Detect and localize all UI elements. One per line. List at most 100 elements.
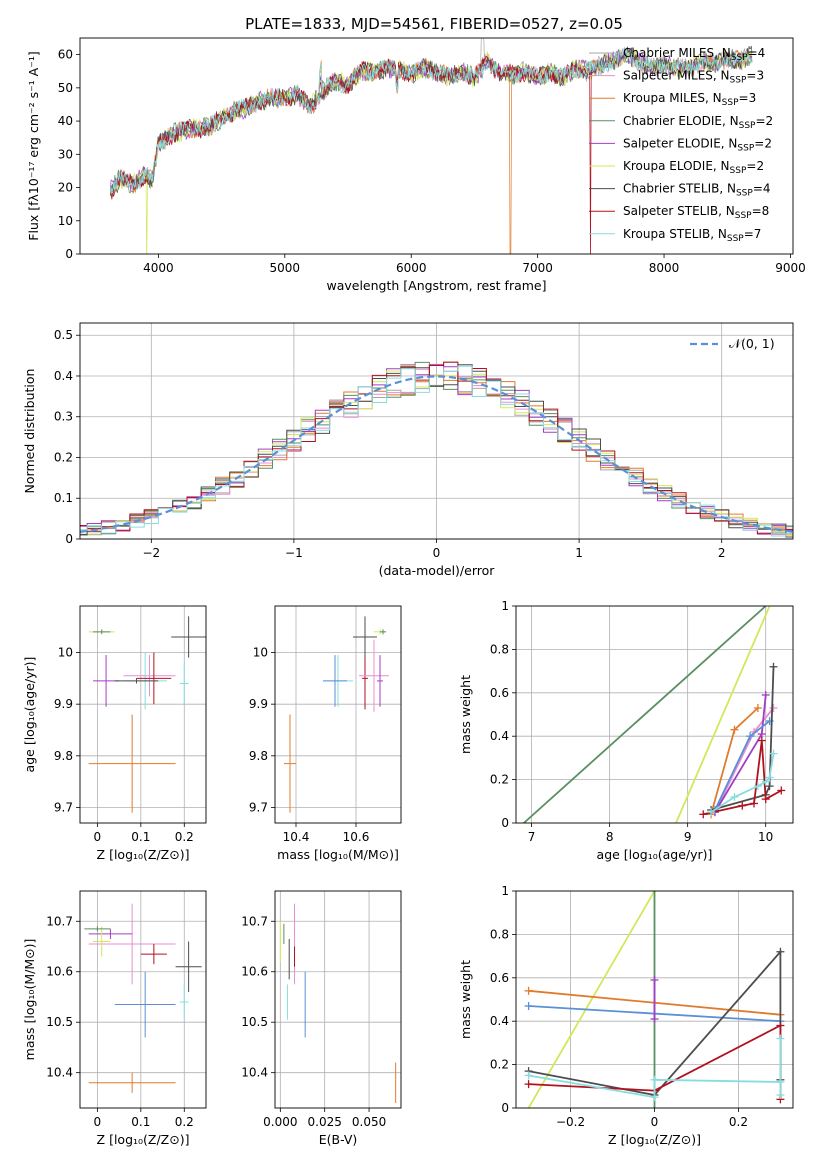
y-axis-label: Flux [fλ10⁻¹⁷ erg cm⁻² s⁻¹ A⁻¹] — [26, 51, 41, 240]
x-tick-label: 0.050 — [352, 1115, 386, 1129]
axes-frame — [79, 37, 794, 255]
x-tick-label: −0.2 — [556, 1115, 585, 1129]
x-tick-label: 1 — [575, 546, 583, 560]
legend-label-sub: SSP — [735, 211, 752, 221]
legend-label: Kroupa STELIB, NSSP=7 — [623, 227, 761, 244]
mass-weight-line — [527, 891, 656, 1108]
mass-weight-marker — [777, 786, 786, 795]
data-point — [88, 714, 176, 813]
x-tick-label: 0.2 — [175, 1115, 194, 1129]
data-point — [114, 971, 176, 1038]
x-tick-label: 9 — [684, 830, 692, 844]
y-tick-label: 0.3 — [54, 410, 73, 424]
legend-label-main: Kroupa MILES, N — [623, 91, 722, 105]
mass-weight-marker — [753, 782, 762, 791]
legend-label-tail: =2 — [746, 159, 764, 173]
x-tick-label: 10.6 — [343, 830, 370, 844]
plot-area — [88, 616, 206, 813]
y-axis-label: mass weight — [458, 960, 473, 1039]
data-point — [136, 652, 172, 705]
data-point — [380, 629, 386, 635]
y-axis-label: mass weight — [458, 675, 473, 754]
legend-label-main: Kroupa STELIB, N — [623, 227, 727, 241]
legend-label: Salpeter MILES, NSSP=3 — [623, 69, 764, 86]
plot-area — [279, 903, 397, 1103]
panel-residual-histogram: −2 −1 0 1 2 0 0.1 0.2 0.3 0.4 0.5 (data-model)/erro… — [22, 322, 794, 578]
axes-frame — [274, 605, 402, 824]
legend-label-tail: =2 — [755, 114, 773, 128]
x-tick-label: 5000 — [270, 261, 301, 275]
legend-label: Salpeter ELODIE, NSSP=2 — [623, 136, 772, 153]
mass-weight-marker — [769, 749, 778, 758]
y-tick-label: 50 — [58, 81, 73, 95]
data-point — [88, 903, 176, 985]
legend: 𝒩(0, 1) — [690, 336, 775, 351]
plot-area — [80, 361, 793, 538]
x-axis-label: (data-model)/error — [379, 563, 496, 578]
y-tick-label: 0.4 — [490, 1014, 509, 1028]
plot-area — [523, 606, 786, 823]
x-tick-label: −2 — [142, 546, 160, 560]
x-tick-label: 0.025 — [308, 1115, 342, 1129]
x-axis-label: Z [log₁₀(Z/Z⊙)] — [608, 1132, 701, 1147]
y-tick-label: 0.5 — [54, 328, 73, 342]
mass-weight-marker — [776, 1034, 785, 1043]
plot-area — [284, 616, 389, 813]
y-tick-label: 10.5 — [46, 1015, 73, 1029]
legend-label: Chabrier STELIB, NSSP=4 — [623, 182, 771, 199]
data-point — [114, 678, 159, 684]
x-tick-label: 0 — [433, 546, 441, 560]
data-point — [88, 928, 133, 939]
y-tick-label: 0 — [65, 247, 73, 261]
y-tick-label: 10.7 — [241, 914, 268, 928]
x-tick-label: 7 — [528, 830, 536, 844]
x-tick-label: 0 — [651, 1115, 659, 1129]
data-point — [359, 639, 389, 712]
x-tick-label: −1 — [285, 546, 303, 560]
mass-weight-marker — [769, 703, 778, 712]
y-tick-label: 10.6 — [46, 965, 73, 979]
legend-label-main: Chabrier ELODIE, N — [623, 114, 739, 128]
y-tick-label: 9.9 — [54, 697, 73, 711]
data-point — [93, 926, 111, 957]
figure-title: PLATE=1833, MJD=54561, FIBERID=0527, z=0… — [245, 15, 623, 33]
legend-label-main: Salpeter MILES, N — [623, 69, 730, 83]
legend-label-tail: =3 — [746, 69, 764, 83]
y-tick-label: 0 — [501, 1101, 509, 1115]
histogram-step-chabrier-stelib — [80, 364, 793, 538]
mass-weight-marker — [730, 792, 739, 801]
grid-lines — [275, 606, 401, 823]
mass-weight-line — [710, 753, 775, 813]
legend-label-tail: =2 — [754, 136, 772, 150]
axes-frame — [79, 605, 207, 824]
x-tick-label: 6000 — [396, 261, 427, 275]
x-axis-label: mass [log₁₀(M/M⊙)] — [277, 847, 399, 862]
legend-label-sub: SSP — [737, 143, 754, 153]
x-tick-label: 8000 — [649, 261, 680, 275]
y-tick-label: 9.7 — [249, 801, 268, 815]
x-tick-label: 0 — [94, 830, 102, 844]
y-tick-label: 10 — [58, 646, 73, 660]
mass-weight-marker — [765, 773, 774, 782]
panel-mass-vs-age: 10.4 10.6 9.7 9.8 9.9 10 mass [log₁₀(M/M⊙)] — [249, 605, 402, 862]
legend-label: 𝒩(0, 1) — [729, 336, 775, 351]
mass-weight-marker — [650, 1015, 659, 1024]
x-tick-label: 0 — [94, 1115, 102, 1129]
x-tick-label: 0.2 — [175, 830, 194, 844]
y-tick-label: 0 — [501, 816, 509, 830]
mass-weight-line — [528, 1038, 782, 1099]
legend-label: Salpeter STELIB, NSSP=8 — [623, 204, 769, 221]
y-tick-label: 0.2 — [54, 450, 73, 464]
legend-label-main: Salpeter STELIB, N — [623, 204, 735, 218]
mass-weight-marker — [524, 1002, 533, 1011]
mass-weight-marker — [761, 777, 770, 786]
data-point — [175, 941, 202, 992]
plot-area — [109, 38, 753, 254]
y-tick-label: 1 — [501, 884, 509, 898]
legend-label-main: Salpeter ELODIE, N — [623, 136, 737, 150]
x-tick-label: 0.2 — [729, 1115, 748, 1129]
legend-label: Chabrier MILES, NSSP=4 — [623, 46, 765, 63]
y-tick-label: 0.4 — [490, 729, 509, 743]
